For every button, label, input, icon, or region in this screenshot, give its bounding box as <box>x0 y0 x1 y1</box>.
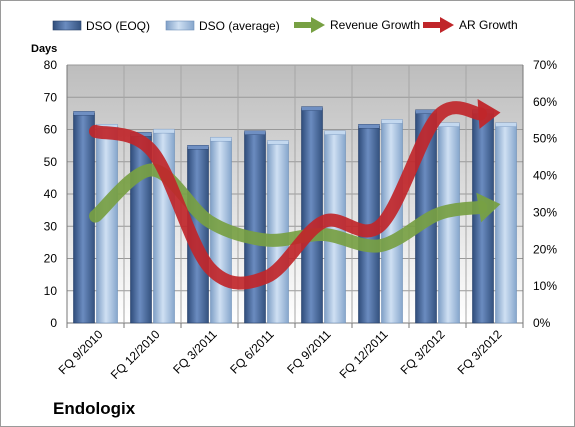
y-left-tick-label: 80 <box>44 58 58 72</box>
y-right-tick-label: 50% <box>533 132 557 146</box>
legend-swatch <box>165 20 195 31</box>
revenue-growth-arrowhead <box>476 192 501 223</box>
bar-dso-average <box>438 122 460 324</box>
ar-growth-line <box>89 98 501 290</box>
y-left-tick-label: 60 <box>44 123 58 137</box>
x-tick-label: FQ 3/2012 <box>398 327 448 377</box>
y-left-tick-label: 50 <box>44 155 58 169</box>
bar-dso-average <box>267 140 289 324</box>
bar-dso-average <box>96 124 118 324</box>
y-right-tick-label: 0% <box>533 316 551 330</box>
revenue-growth-line <box>89 163 501 253</box>
x-tick-label: FQ 9/2011 <box>284 327 334 377</box>
y-right-tick-label: 30% <box>533 205 557 219</box>
y-left-tick-label: 10 <box>44 284 58 298</box>
growth-lines <box>89 98 501 290</box>
y-right-tick-label: 20% <box>533 242 557 256</box>
x-tick-label: FQ 3/2012 <box>455 327 505 377</box>
x-axis: FQ 9/2010 FQ 12/2010 FQ 3/2011 FQ 6/2011 FQ … <box>56 323 524 382</box>
y-left-tick-label: 20 <box>44 252 58 266</box>
x-tick-label: FQ 3/2011 <box>170 327 220 377</box>
y-right-tick-label: 60% <box>533 95 557 109</box>
y-right-tick-label: 70% <box>533 58 557 72</box>
company-name: Endologix <box>53 399 136 418</box>
y-left-tick-label: 40 <box>44 187 58 201</box>
x-tick-label: FQ 12/2010 <box>108 327 163 382</box>
bar-dso-eoq <box>130 132 152 324</box>
legend-item-ar-growth: AR Growth <box>423 17 518 33</box>
legend-item-dso-eoq: DSO (EOQ) <box>52 19 150 33</box>
x-tick-label: FQ 12/2011 <box>337 327 391 381</box>
legend-item-revenue-growth: Revenue Growth <box>294 17 420 33</box>
left-y-axis: 0 10 20 30 40 50 60 70 80 <box>44 58 58 330</box>
legend-label: Revenue Growth <box>330 18 420 32</box>
legend-arrow-icon <box>440 17 454 33</box>
y-right-tick-label: 40% <box>533 169 557 183</box>
ar-growth-arrowhead <box>477 98 501 129</box>
x-tick-label: FQ 6/2011 <box>227 327 277 377</box>
x-tick-label: FQ 9/2010 <box>56 327 106 377</box>
legend-label: DSO (average) <box>199 19 280 33</box>
legend-label: AR Growth <box>459 18 518 32</box>
bar-dso-eoq <box>244 130 266 324</box>
bar-dso-average <box>495 122 517 324</box>
legend: DSO (EOQ) DSO (average) Revenue Growth AR G… <box>52 17 518 33</box>
y-left-tick-label: 70 <box>44 90 58 104</box>
y-left-tick-label: 30 <box>44 219 58 233</box>
legend-arrow-icon <box>311 17 325 33</box>
legend-swatch <box>52 20 82 31</box>
y-right-tick-label: 10% <box>533 279 557 293</box>
right-y-axis: 0% 10% 20% 30% 40% 50% 60% 70% <box>533 58 557 330</box>
legend-label: DSO (EOQ) <box>86 19 150 33</box>
legend-item-dso-average: DSO (average) <box>165 19 280 33</box>
y-axis-title: Days <box>31 43 57 55</box>
y-left-tick-label: 0 <box>50 316 57 330</box>
bar-dso-eoq <box>301 106 323 324</box>
